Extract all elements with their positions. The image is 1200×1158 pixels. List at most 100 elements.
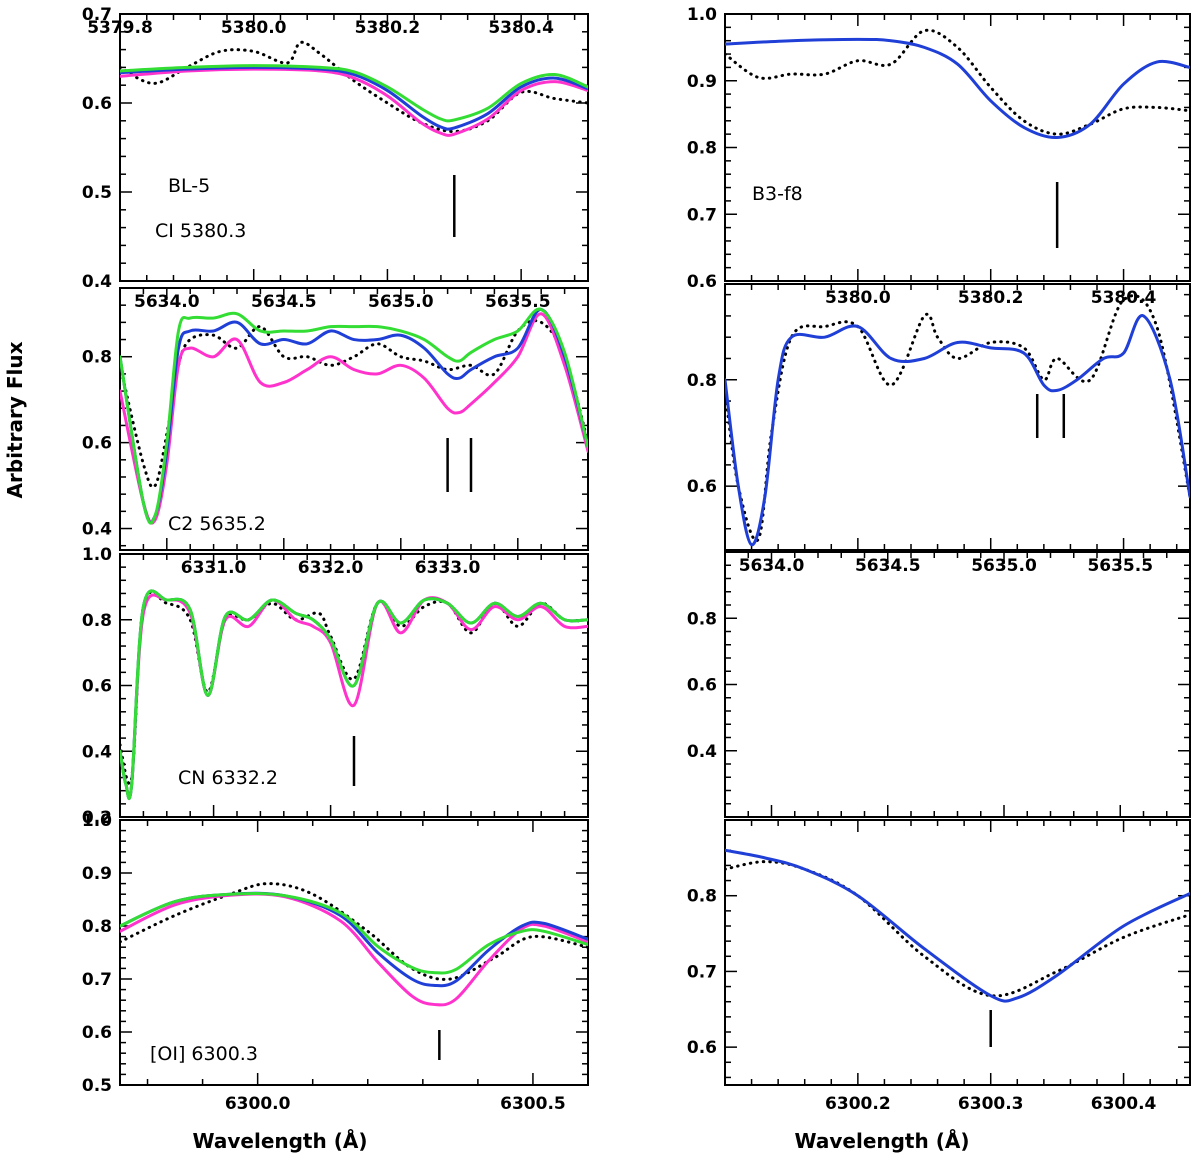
panel-label: CN 6332.2 — [178, 767, 278, 789]
y-tick-label: 0.6 — [82, 94, 112, 114]
y-tick-label: 0.6 — [687, 1038, 717, 1058]
x-tick-label: 5634.5 — [251, 292, 317, 312]
series-green-line — [120, 589, 588, 801]
panel-r1: 0.6 0.7 0.8 0.9 1.0 B3-f8 — [687, 5, 1191, 292]
x-axis-title-left: Wavelength (Å) — [193, 1129, 368, 1153]
y-tick-label: 0.8 — [82, 611, 112, 631]
x-tick-label: 5379.8 — [87, 18, 153, 38]
panel-r3: 0.4 0.6 0.8 5634.0 5634.5 5635.0 5635.5 — [687, 551, 1191, 818]
y-tick-label: 0.6 — [82, 677, 112, 697]
series-blue-line — [120, 891, 588, 988]
x-tick-label: 6300.4 — [1091, 1094, 1157, 1114]
y-axis-title: Arbitrary Flux — [3, 341, 27, 498]
series-green-line — [120, 307, 588, 525]
x-tick-label: 6300.3 — [958, 1094, 1024, 1114]
series-magenta-line — [120, 892, 588, 1007]
data-area — [120, 307, 588, 525]
x-tick-label: 5380.0 — [825, 288, 891, 308]
x-tick-label: 6300.0 — [225, 1094, 291, 1114]
x-axis-title-right: Wavelength (Å) — [795, 1129, 970, 1153]
panel-r4: 0.6 0.7 0.8 6300.2 6300.3 6300.4 — [687, 819, 1191, 1114]
series-blue-line — [120, 65, 588, 131]
panel-frame — [724, 551, 1191, 818]
series-observed-line — [120, 882, 588, 981]
y-tick-label: 0.9 — [82, 864, 112, 884]
panel-frame — [724, 819, 1191, 1086]
data-area — [725, 28, 1190, 139]
y-tick-label: 1.0 — [82, 811, 112, 831]
panel-frame — [119, 13, 589, 282]
y-tick-label: 0.8 — [82, 917, 112, 937]
y-tick-label: 0.4 — [82, 272, 112, 292]
y-tick-label: 0.4 — [82, 742, 112, 762]
y-tick-label: 0.9 — [687, 72, 717, 92]
y-tick-label: 0.6 — [82, 434, 112, 454]
x-tick-label: 5380.4 — [488, 18, 554, 38]
y-tick-label: 1.0 — [82, 545, 112, 565]
x-tick-label: 5635.5 — [485, 292, 551, 312]
y-tick-label: 0.5 — [82, 1076, 112, 1096]
x-tick-label: 5635.5 — [1087, 556, 1153, 576]
y-tick-label: 0.7 — [687, 962, 717, 982]
y-tick-label: 0.8 — [82, 348, 112, 368]
panel-label: B3-f8 — [752, 183, 803, 205]
series-magenta-line — [120, 67, 588, 137]
y-tick-label: 0.2 — [82, 808, 112, 828]
series-observed-line — [725, 28, 1190, 136]
y-tick-label: 0.5 — [82, 183, 112, 203]
x-tick-label: 5380.0 — [221, 18, 287, 38]
data-area — [120, 40, 588, 137]
x-tick-label: 5380.2 — [355, 18, 421, 38]
y-tick-label: 0.7 — [82, 970, 112, 990]
panel-label: BL-5 — [168, 175, 210, 197]
y-tick-label: 0.8 — [687, 139, 717, 159]
series-magenta-line — [120, 593, 588, 800]
panel-frame — [724, 13, 1191, 282]
x-tick-label: 5380.4 — [1091, 288, 1157, 308]
x-tick-label: 5635.0 — [971, 556, 1037, 576]
panel-l3: 0.2 0.4 0.6 0.8 1.0 6331.0 6332.0 6333.0 CN 6332… — [82, 545, 589, 828]
y-tick-label: 0.6 — [687, 676, 717, 696]
series-green-line — [120, 891, 588, 975]
x-tick-label: 6300.5 — [500, 1094, 566, 1114]
y-tick-label: 0.7 — [687, 205, 717, 225]
x-tick-label: 5634.5 — [855, 556, 921, 576]
x-tick-label: 5635.0 — [368, 292, 434, 312]
y-tick-label: 0.4 — [82, 520, 112, 540]
panel-l2: 0.4 0.6 0.8 5634.0 5634.5 5635.0 5635.5 C2 5635… — [82, 287, 589, 551]
series-blue-line — [725, 37, 1190, 139]
series-green-line — [120, 64, 588, 123]
x-tick-label: 6332.0 — [298, 558, 364, 578]
x-tick-label: 6300.2 — [825, 1094, 891, 1114]
data-area — [120, 589, 588, 801]
series-blue-line — [725, 848, 1190, 1003]
x-tick-label: 5380.2 — [958, 288, 1024, 308]
panel-label: C2 5635.2 — [168, 513, 266, 535]
series-observed-line — [725, 860, 1190, 998]
panel-label: [OI] 6300.3 — [150, 1043, 258, 1065]
y-tick-label: 0.8 — [687, 609, 717, 629]
x-tick-label: 5634.0 — [134, 292, 200, 312]
y-tick-label: 0.6 — [687, 272, 717, 292]
series-magenta-line — [120, 312, 588, 525]
panel-r2: 0.6 0.8 5380.0 5380.2 5380.4 — [687, 283, 1191, 551]
series-observed-line — [725, 294, 1190, 543]
series-observed-line — [120, 319, 588, 489]
panel-frame — [724, 283, 1191, 551]
y-tick-label: 0.8 — [687, 887, 717, 907]
panel-l4: 0.5 0.6 0.7 0.8 0.9 1.0 6300.0 6300.5 [OI] 6300.… — [82, 811, 589, 1114]
data-area — [725, 294, 1190, 547]
x-tick-label: 6333.0 — [415, 558, 481, 578]
y-tick-label: 0.4 — [687, 742, 717, 762]
data-area — [725, 848, 1190, 1003]
panel-frame — [119, 819, 589, 1086]
y-tick-label: 0.7 — [82, 5, 112, 25]
y-tick-label: 1.0 — [687, 5, 717, 25]
y-tick-label: 0.8 — [687, 371, 717, 391]
series-blue-line — [725, 314, 1190, 547]
panel-label: CI 5380.3 — [155, 220, 246, 242]
y-tick-label: 0.6 — [82, 1023, 112, 1043]
